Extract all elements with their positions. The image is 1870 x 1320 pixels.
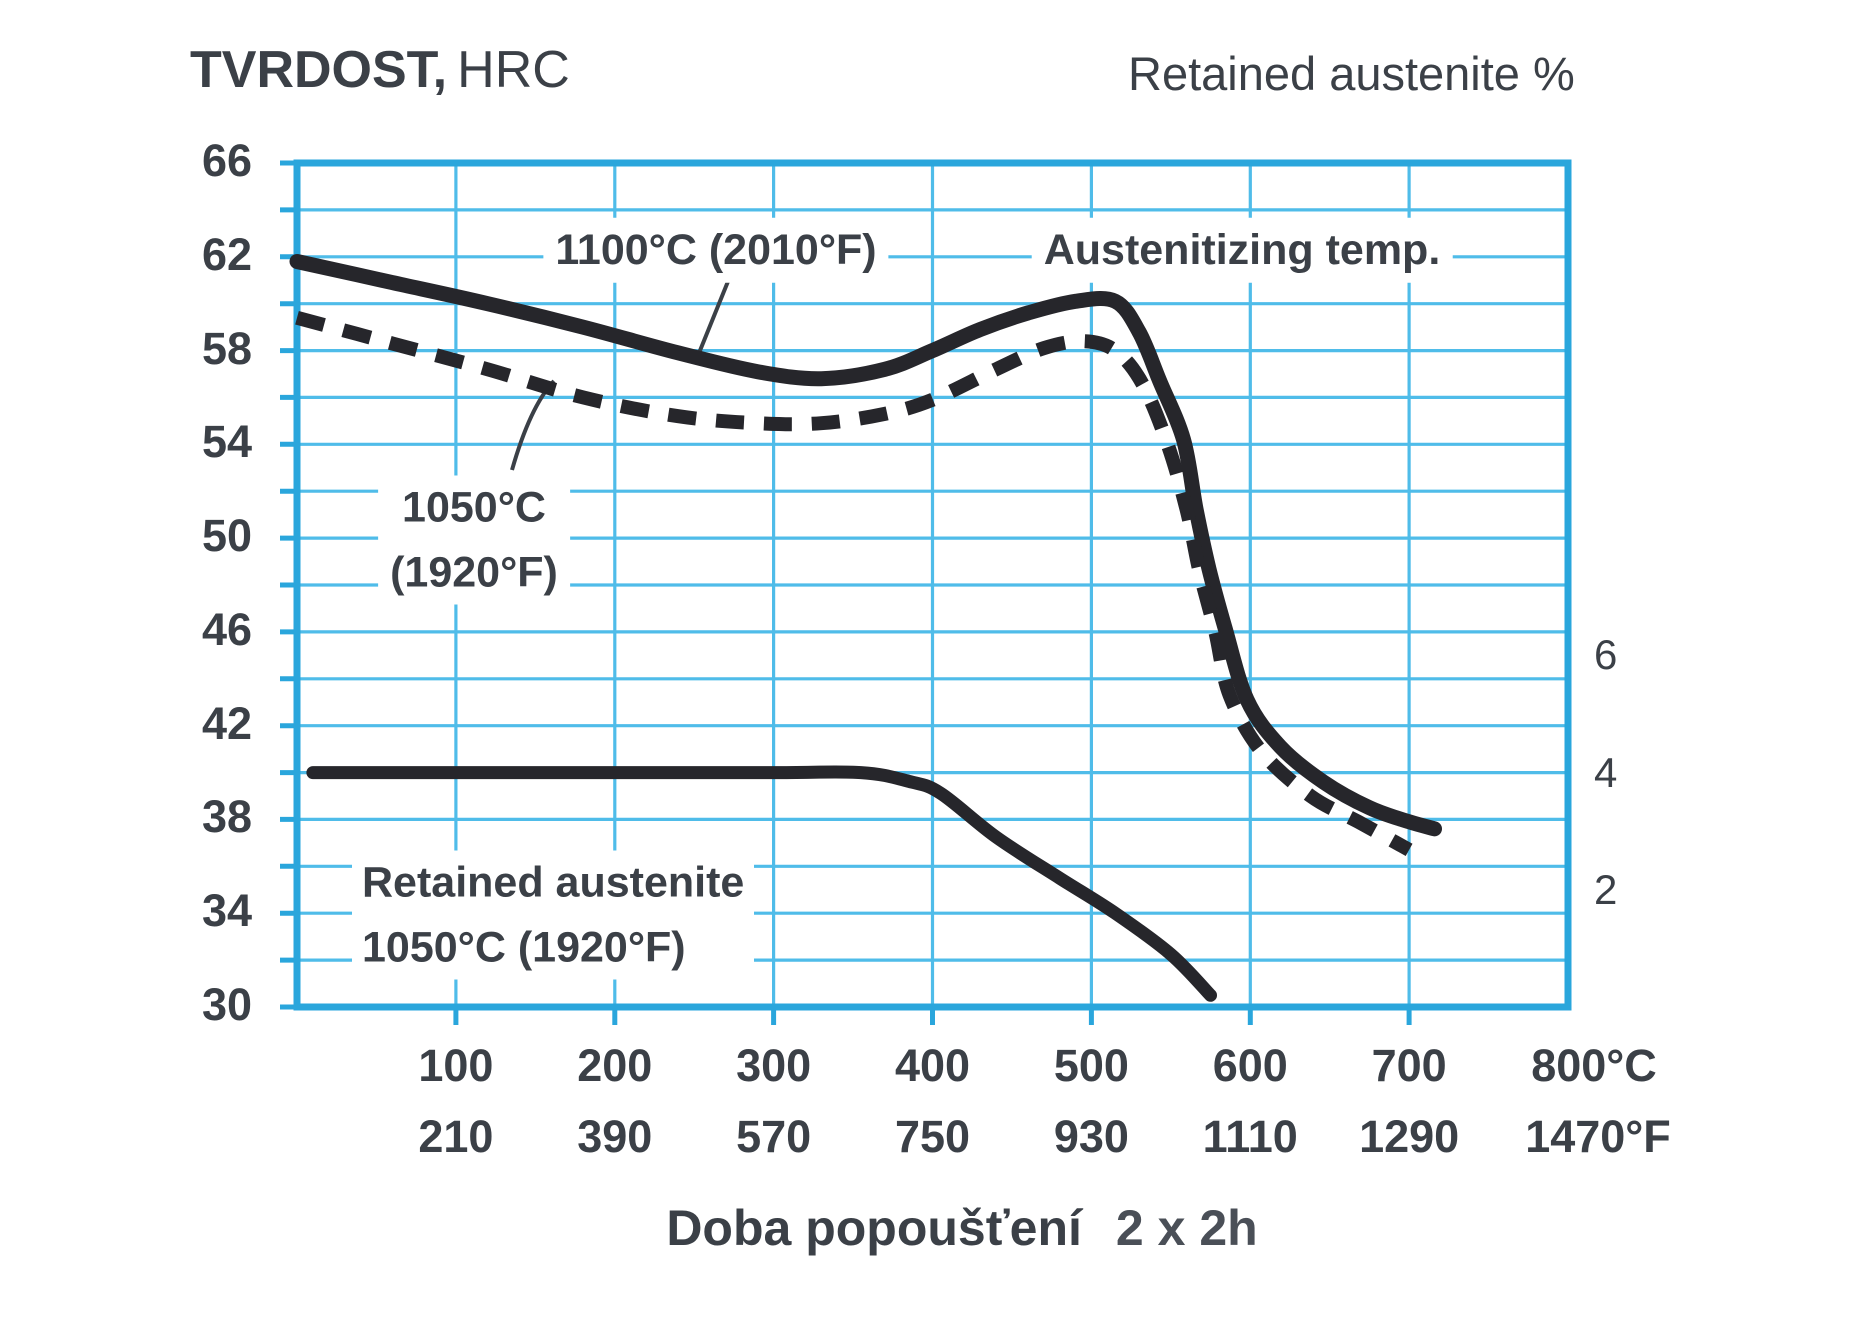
y-axis-left-tick-label: 34	[201, 885, 252, 937]
x-axis-fahrenheit-tick-label: 1290	[1359, 1111, 1460, 1162]
curve-label-1050C: 1050°C (1920°F)	[378, 475, 570, 605]
y-axis-left-tick-label: 54	[201, 416, 252, 468]
x-axis-celsius-tick-label: 400	[894, 1040, 971, 1091]
leader-line-1100C	[695, 273, 733, 359]
x-axis-fahrenheit-tick-label: 210	[418, 1111, 494, 1162]
retained-austenite-label: Retained austenite 1050°C (1920°F)	[352, 850, 755, 980]
x-axis-celsius-tick-label: 100	[418, 1040, 494, 1091]
curve-label-1050C-line1: 1050°C	[402, 483, 546, 532]
x-axis-caption-text: Doba popoušťení	[666, 1200, 1082, 1256]
right-axis-title: Retained austenite %	[1128, 47, 1575, 100]
y-axis-right-tick-label: 6	[1594, 631, 1618, 679]
x-axis-celsius-tick-label: 600	[1212, 1040, 1288, 1091]
x-axis-caption-suffix: 2 x 2h	[1115, 1200, 1258, 1256]
x-axis-celsius-tick-label: 200	[577, 1040, 653, 1091]
x-axis-celsius-tick-label: 700	[1371, 1040, 1447, 1091]
x-axis-fahrenheit-tick-label: 570	[736, 1111, 812, 1162]
y-axis-left-tick-label: 38	[201, 791, 252, 843]
series-1	[295, 310, 1413, 857]
x-axis-fahrenheit-tick-label: 1470°F	[1525, 1111, 1671, 1162]
y-axis-right-tick-label: 2	[1594, 865, 1618, 913]
austenitizing-temp-label: Austenitizing temp.	[1031, 217, 1453, 283]
chart-title-units: HRC	[457, 41, 570, 99]
y-axis-left-tick-label: 66	[201, 134, 252, 186]
x-axis-celsius-tick-label: 800°C	[1531, 1040, 1657, 1091]
retained-austenite-label-line1: Retained austenite	[362, 858, 745, 907]
chart-title-bold: TVRDOST,	[190, 41, 448, 99]
x-axis-fahrenheit-tick-label: 1110	[1202, 1111, 1298, 1162]
x-axis-celsius-tick-label: 300	[736, 1040, 812, 1091]
y-axis-left-tick-label: 46	[201, 603, 252, 655]
retained-austenite-label-line2: 1050°C (1920°F)	[362, 923, 686, 971]
x-axis-celsius-tick-label: 500	[1053, 1040, 1129, 1091]
y-axis-left-tick-label: 42	[201, 697, 252, 749]
x-axis-fahrenheit-tick-label: 750	[894, 1111, 971, 1162]
y-axis-left-tick-label: 50	[201, 510, 252, 562]
curve-label-1100C: 1100°C (2010°F)	[543, 217, 889, 283]
chart-title: TVRDOST, HRC	[190, 40, 570, 100]
y-axis-left-tick-label: 62	[201, 228, 252, 280]
x-axis-fahrenheit-tick-label: 930	[1053, 1111, 1129, 1162]
curve-label-1050C-line2: (1920°F)	[390, 548, 558, 596]
x-axis-fahrenheit-tick-label: 390	[577, 1111, 653, 1162]
series-2	[306, 765, 1217, 1002]
x-axis-caption: Doba popoušťení 2 x 2h	[666, 1199, 1257, 1257]
y-axis-left-tick-label: 30	[201, 978, 252, 1030]
series-0	[289, 254, 1442, 837]
y-axis-left-tick-label: 58	[201, 322, 252, 374]
y-axis-right-tick-label: 4	[1594, 748, 1618, 796]
